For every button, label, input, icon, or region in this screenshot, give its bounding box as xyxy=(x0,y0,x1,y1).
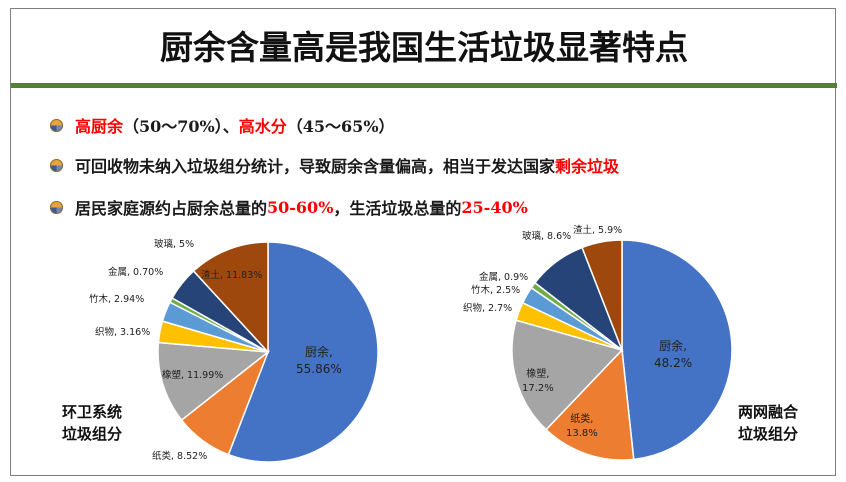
pie-slice xyxy=(581,239,623,351)
bullet-1: 高厨余 （50～70%）、 高水分 （45～65%） xyxy=(50,113,395,137)
pie-slice xyxy=(192,241,269,354)
pie-slice xyxy=(227,241,379,463)
pie1-caption-line-2: 垃圾组分 xyxy=(62,425,123,443)
pie2-label-soil: 渣土, 5.9% xyxy=(573,225,623,236)
bullet-3-part-2: 50-60% xyxy=(267,197,334,217)
pie1-label-kitchen-name: 厨余, xyxy=(304,345,333,359)
pie-slice xyxy=(621,239,733,461)
bullet-icon xyxy=(50,158,63,172)
pie1-label-metal: 金属, 0.70% xyxy=(108,267,164,278)
pie2-label-textile: 织物, 2.7% xyxy=(463,303,513,314)
bullet-1-part-1: 高厨余 xyxy=(75,117,124,136)
title-divider xyxy=(11,83,837,88)
slide-frame: 厨余含量高是我国生活垃圾显著特点 xyxy=(10,8,837,476)
bullet-3-part-4: 25-40% xyxy=(461,197,528,217)
pie2-label-paper: 纸类, 13.8% xyxy=(566,413,598,441)
pie1-caption: 环卫系统 垃圾组分 xyxy=(62,401,122,445)
bullet-3-part-1: 居民家庭源约占厨余总量的 xyxy=(75,199,268,218)
pie2-label-plastic: 橡塑, 17.2% xyxy=(522,368,554,396)
pie-slice xyxy=(157,341,270,422)
bullet-icon xyxy=(50,118,63,132)
bullet-1-part-4: （45～65%） xyxy=(286,117,395,136)
pie-slice xyxy=(511,319,624,431)
bullet-3-part-3: ，生活垃圾总量的 xyxy=(333,199,462,218)
page-title: 厨余含量高是我国生活垃圾显著特点 xyxy=(160,28,688,67)
pie-slice xyxy=(545,348,635,461)
bullet-2-part-2: 剩余垃圾 xyxy=(555,157,620,176)
bullet-icon xyxy=(50,200,63,214)
pie-chart-two-networks xyxy=(511,239,733,461)
pie2-caption-line-1: 两网融合 xyxy=(738,403,799,421)
pie2-label-plastic-name: 橡塑, xyxy=(526,369,550,380)
pie1-label-wood: 竹木, 2.94% xyxy=(89,294,145,305)
pie2-caption-line-2: 垃圾组分 xyxy=(738,425,799,443)
pie2-caption: 两网融合 垃圾组分 xyxy=(738,401,798,445)
pie1-label-kitchen-value: 55.86% xyxy=(296,362,342,376)
pie1-label-soil: 渣土, 11.83% xyxy=(201,270,263,281)
pie1-label-paper: 纸类, 8.52% xyxy=(152,451,208,462)
pie2-label-kitchen-value: 48.2% xyxy=(654,356,693,370)
pie2-label-wood: 竹木, 2.5% xyxy=(471,285,521,296)
pie2-label-paper-name: 纸类, xyxy=(570,414,594,425)
pie2-label-kitchen: 厨余, 48.2% xyxy=(654,338,692,372)
bullet-3: 居民家庭源约占厨余总量的 50-60% ，生活垃圾总量的 25-40% xyxy=(50,195,528,219)
bullet-2: 可回收物未纳入垃圾组分统计，导致厨余含量偏高，相当于发达国家 剩余垃圾 xyxy=(50,153,619,177)
pie1-label-glass: 玻璃, 5% xyxy=(154,239,195,250)
pie1-label-kitchen: 厨余, 55.86% xyxy=(296,344,342,378)
pie-chart-sanitation xyxy=(157,241,379,463)
bullet-1-part-2: （50～70%）、 xyxy=(123,117,239,136)
pie2-label-paper-value: 13.8% xyxy=(566,428,598,439)
pie1-label-plastic: 橡塑, 11.99% xyxy=(162,370,224,381)
pie2-label-plastic-value: 17.2% xyxy=(522,383,554,394)
pie1-caption-line-1: 环卫系统 xyxy=(62,403,123,421)
pie1-label-textile: 织物, 3.16% xyxy=(95,327,151,338)
pie2-label-kitchen-name: 厨余, xyxy=(659,339,687,353)
pie2-label-metal: 金属, 0.9% xyxy=(479,272,529,283)
pie2-label-glass: 玻璃, 8.6% xyxy=(522,231,572,242)
bullet-1-part-3: 高水分 xyxy=(238,117,287,136)
bullet-2-part-1: 可回收物未纳入垃圾组分统计，导致厨余含量偏高，相当于发达国家 xyxy=(75,157,556,176)
